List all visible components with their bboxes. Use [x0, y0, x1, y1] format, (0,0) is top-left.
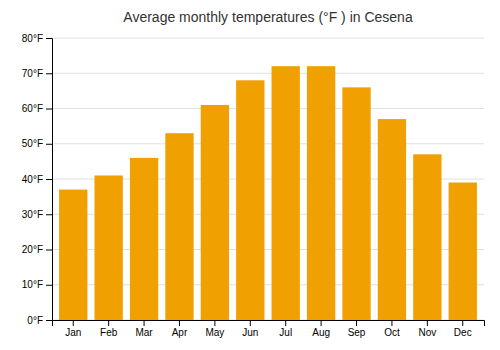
x-tick-label: Jan: [65, 327, 81, 338]
chart: Average monthly temperatures (°F ) in Ce…: [0, 0, 500, 350]
y-tick-mark: [46, 38, 52, 39]
y-tick: 60°F: [22, 103, 52, 114]
bar: [236, 80, 264, 320]
grid-line: [52, 73, 484, 74]
x-tick-mark: [356, 320, 357, 326]
y-tick-mark: [46, 320, 52, 321]
y-tick-label: 0°F: [27, 315, 43, 326]
x-axis: Jan Feb Mar Apr May Jun Jul Aug Sep Oct Nov Dec: [53, 320, 485, 338]
x-tick-label: Mar: [135, 327, 153, 338]
y-tick-mark: [46, 214, 52, 215]
y-tick-mark: [46, 250, 52, 251]
title: Average monthly temperatures (°F ) in Ce…: [123, 9, 413, 25]
x-tick: Nov: [418, 320, 436, 338]
bar: [201, 105, 229, 320]
x-tick-mark: [179, 320, 180, 326]
x-tick: Jul: [279, 320, 292, 338]
y-tick: 70°F: [22, 68, 52, 79]
x-tick-label: Jun: [242, 327, 258, 338]
grid-line: [52, 38, 484, 39]
y-tick-mark: [46, 285, 52, 286]
x-tick-mark: [321, 320, 322, 326]
bar: [413, 154, 441, 320]
x-tick: Oct: [384, 320, 400, 338]
bar: [165, 133, 193, 320]
bar: [272, 66, 300, 320]
x-tick: Sep: [348, 320, 366, 338]
x-tick-label: Aug: [312, 327, 330, 338]
x-tick-label: Apr: [172, 327, 188, 338]
x-tick-label: Sep: [348, 327, 366, 338]
x-tick-mark: [108, 320, 109, 326]
bar: [59, 190, 87, 320]
y-tick-mark: [46, 73, 52, 74]
y-tick-mark: [46, 109, 52, 110]
x-tick-mark: [427, 320, 428, 326]
y-tick: 20°F: [22, 244, 52, 255]
x-tick: Aug: [312, 320, 330, 338]
bar: [449, 183, 477, 320]
grid-line: [52, 108, 484, 109]
x-tick: Feb: [100, 320, 118, 338]
bar: [307, 66, 335, 320]
x-tick-mark: [285, 320, 286, 326]
x-tick: May: [205, 320, 224, 338]
y-tick-label: 70°F: [22, 68, 43, 79]
y-tick: 10°F: [22, 279, 52, 290]
x-tick-mark: [391, 320, 392, 326]
y-tick-label: 60°F: [22, 103, 43, 114]
grid-line: [52, 143, 484, 144]
x-tick-mark: [214, 320, 215, 326]
x-tick: Jun: [242, 320, 258, 338]
y-tick: 30°F: [22, 209, 52, 220]
x-tick: Dec: [454, 320, 472, 338]
x-tick: Mar: [135, 320, 153, 338]
x-tick-label: Dec: [454, 327, 472, 338]
y-axis-line: [46, 39, 53, 321]
bars: [59, 66, 477, 320]
x-tick-label: Feb: [100, 327, 118, 338]
x-tick-label: Nov: [418, 327, 436, 338]
bar: [378, 119, 406, 320]
x-tick-label: Oct: [384, 327, 400, 338]
y-tick: 0°F: [27, 315, 52, 326]
grid: [52, 38, 484, 320]
y-tick-label: 80°F: [22, 33, 43, 44]
y-tick-label: 10°F: [22, 279, 43, 290]
x-tick-label: Jul: [279, 327, 292, 338]
bar: [130, 158, 158, 320]
y-tick: 50°F: [22, 138, 52, 149]
x-tick-mark: [462, 320, 463, 326]
x-tick-label: May: [205, 327, 224, 338]
y-tick: 40°F: [22, 174, 52, 185]
x-tick-mark: [73, 320, 74, 326]
x-tick: Jan: [65, 320, 81, 338]
x-tick: Apr: [172, 320, 188, 338]
y-axis: 0°F 10°F 20°F 30°F 40°F 50°F 60°F 70°F 80°F: [22, 33, 53, 326]
y-tick: 80°F: [22, 33, 52, 44]
y-tick-label: 50°F: [22, 138, 43, 149]
y-tick-label: 20°F: [22, 244, 43, 255]
y-tick-mark: [46, 179, 52, 180]
y-tick-label: 40°F: [22, 174, 43, 185]
x-axis-line: [53, 321, 485, 327]
y-tick-mark: [46, 144, 52, 145]
x-tick-mark: [250, 320, 251, 326]
bar: [342, 87, 370, 320]
y-tick-label: 30°F: [22, 209, 43, 220]
bar: [94, 175, 122, 320]
x-tick-mark: [144, 320, 145, 326]
